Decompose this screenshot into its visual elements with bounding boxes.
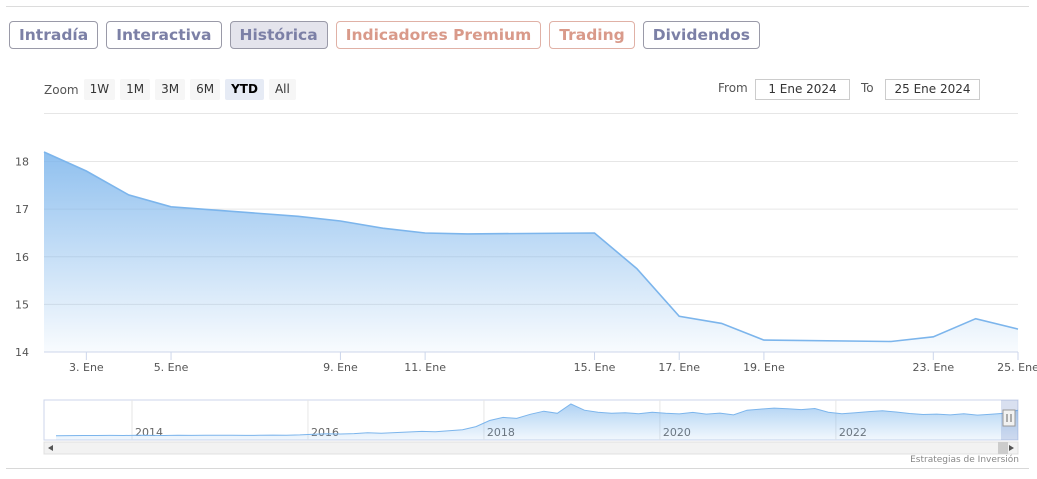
data-point-2024-01-12 (466, 233, 468, 235)
zoom-button-all[interactable]: All (268, 79, 296, 100)
tab-trading[interactable]: Trading (549, 21, 635, 49)
tab-indicadores-premium[interactable]: Indicadores Premium (335, 21, 542, 49)
tab-bar: Intradía Interactiva Histórica Indicadores … (9, 21, 760, 49)
credit-label: Estrategias de Inversión (910, 455, 1019, 465)
x-tick-label-2024-01-05: 5. Ene (154, 361, 189, 374)
navigator-series-line (55, 403, 1019, 437)
zoom-button-1w[interactable]: 1W (83, 79, 116, 100)
y-tick-label-15: 15 (15, 298, 29, 311)
top-rule (6, 6, 1029, 7)
data-point-2024-01-02 (43, 151, 45, 153)
x-tick-label-2024-01-11: 11. Ene (404, 361, 446, 374)
zoom-button-ytd[interactable]: YTD (225, 79, 264, 100)
bottom-rule (6, 468, 1029, 469)
x-tick-label-2024-01-15: 15. Ene (574, 361, 616, 374)
data-point-2024-01-25 (1017, 328, 1019, 330)
y-tick-label-16: 16 (15, 251, 29, 264)
zoom-button-3m[interactable]: 3M (155, 79, 186, 100)
data-point-2024-01-19 (763, 339, 765, 341)
zoom-bar: Zoom 1W 1M 3M 6M YTD All (44, 79, 301, 100)
zoom-label: Zoom (44, 82, 79, 97)
y-tick-label-14: 14 (15, 346, 29, 359)
navigator[interactable]: 20142016201820202022 (0, 398, 1037, 456)
data-point-2024-01-03 (85, 170, 87, 172)
data-point-2024-01-05 (170, 206, 172, 208)
zoom-button-6m[interactable]: 6M (190, 79, 221, 100)
data-point-2024-01-11 (424, 232, 426, 234)
tab-hist-rica[interactable]: Histórica (229, 21, 328, 49)
range-to-label: To (861, 81, 874, 95)
series-area (44, 152, 1018, 352)
tab-dividendos[interactable]: Dividendos (642, 21, 760, 49)
x-tick-label-2024-01-25: 25. Ene (997, 361, 1037, 374)
scrollbar-track[interactable] (43, 441, 1019, 455)
data-point-2024-01-24 (974, 317, 976, 319)
data-point-2024-01-16 (636, 267, 638, 269)
navigator-series-area (56, 404, 1018, 440)
data-point-2024-01-15 (593, 232, 595, 234)
data-point-2024-01-18 (720, 322, 722, 324)
data-point-2024-01-08 (297, 215, 299, 217)
tab-interactiva[interactable]: Interactiva (106, 21, 222, 49)
y-tick-label-18: 18 (15, 156, 29, 169)
data-point-2024-01-23 (932, 336, 934, 338)
range-from-input[interactable]: 1 Ene 2024 (755, 79, 850, 100)
chart-top-separator (44, 113, 1018, 114)
data-point-2024-01-04 (127, 194, 129, 196)
scrollbar-thumb[interactable] (998, 442, 1008, 454)
x-tick-label-2024-01-19: 19. Ene (743, 361, 785, 374)
zoom-button-1m[interactable]: 1M (120, 79, 151, 100)
x-tick-label-2024-01-17: 17. Ene (658, 361, 700, 374)
navigator-handle[interactable] (1002, 409, 1016, 427)
data-point-2024-01-17 (678, 315, 680, 317)
range-to-input[interactable]: 25 Ene 2024 (885, 79, 980, 100)
price-area-chart: 14 15 16 17 18 3. Ene 5. Ene 9. Ene 11. Ene 15. E… (15, 151, 1037, 374)
data-point-2024-01-22 (890, 340, 892, 342)
x-tick-label-2024-01-09: 9. Ene (323, 361, 358, 374)
tab-intrad-a[interactable]: Intradía (9, 21, 99, 49)
scroll-left-arrow-icon[interactable] (48, 445, 53, 451)
range-from-label: From (718, 81, 748, 95)
data-point-2024-01-09 (339, 220, 341, 222)
x-tick-label-2024-01-03: 3. Ene (69, 361, 104, 374)
x-tick-label-2024-01-23: 23. Ene (912, 361, 954, 374)
series-line (43, 151, 1019, 343)
data-point-2024-01-10 (382, 227, 384, 229)
scroll-right-arrow-icon[interactable] (1009, 445, 1014, 451)
y-tick-label-17: 17 (15, 203, 29, 216)
